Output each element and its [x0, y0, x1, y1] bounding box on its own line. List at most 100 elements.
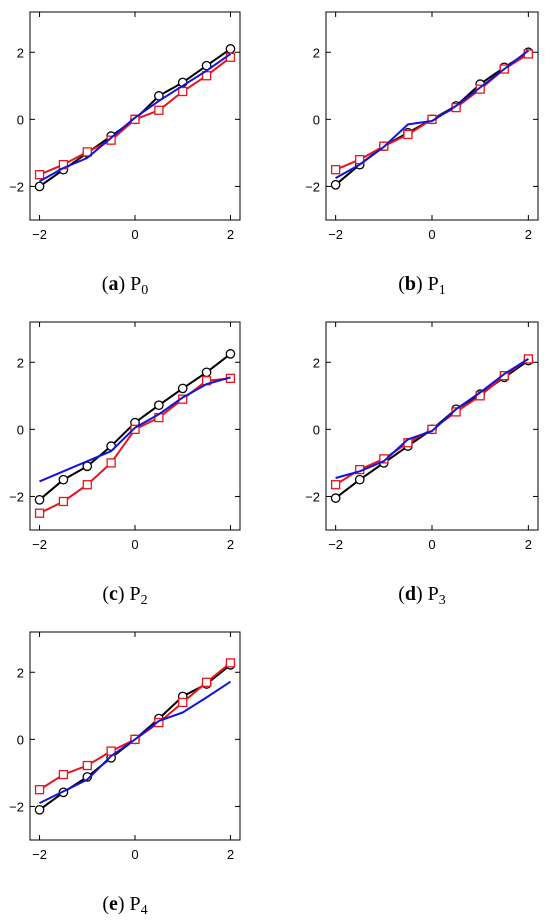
y-tick-label: 0: [313, 422, 320, 437]
data-point-circle: [82, 772, 93, 782]
data-point-square: [475, 84, 485, 94]
caption-close-paren: ): [416, 273, 428, 295]
caption-open-paren: (: [398, 273, 405, 295]
panel-caption: (a) P0: [102, 273, 148, 298]
chart-panel-e: −2 0 2 −2 0 2 (e) P4: [9, 631, 241, 918]
series-line-1: [38, 662, 232, 791]
caption-close-paren: ): [118, 893, 130, 915]
y-tick-label: −2: [305, 489, 320, 504]
data-point-circle: [354, 474, 365, 485]
caption-subscript: 0: [141, 283, 148, 298]
caption-letter: e: [109, 893, 118, 915]
caption-subscript: 2: [141, 593, 148, 608]
data-point-square: [34, 785, 45, 795]
caption-letter: b: [405, 273, 416, 295]
y-tick-label: 2: [313, 45, 320, 60]
series-line-2: [335, 49, 530, 179]
data-point-square: [330, 480, 341, 490]
series-line-2: [39, 53, 232, 183]
x-tick-label: −2: [32, 227, 47, 242]
x-tick-label: 2: [227, 227, 234, 242]
x-tick-label: −2: [328, 537, 343, 552]
series-line-1: [39, 377, 231, 515]
y-tick-label: 2: [17, 355, 24, 370]
x-tick-label: 0: [428, 537, 435, 552]
caption-name: P: [130, 273, 141, 295]
y-tick-label: −2: [9, 489, 24, 504]
y-tick-label: 0: [17, 112, 24, 127]
data-point-square: [106, 458, 116, 468]
x-tick-label: 0: [131, 537, 138, 552]
caption-name: P: [428, 273, 439, 295]
data-point-square: [82, 480, 92, 490]
panel-caption: (c) P2: [102, 583, 147, 608]
data-point-square: [330, 165, 341, 175]
series-line-2: [335, 358, 529, 479]
data-point-square: [225, 658, 236, 668]
caption-open-paren: (: [102, 273, 109, 295]
caption-name: P: [130, 583, 141, 605]
data-point-circle: [34, 494, 45, 505]
data-point-circle: [154, 400, 164, 411]
data-point-square: [154, 717, 164, 728]
x-tick-label: 0: [131, 847, 138, 862]
x-tick-label: −2: [32, 847, 47, 862]
x-tick-label: 0: [428, 227, 435, 242]
data-point-square: [58, 769, 69, 780]
data-point-circle: [330, 179, 341, 190]
caption-subscript: 1: [439, 283, 446, 298]
y-tick-label: 0: [17, 422, 24, 437]
series-line-2: [39, 680, 232, 804]
series-line-2: [39, 376, 231, 483]
data-point-square: [34, 170, 45, 180]
data-point-circle: [34, 181, 45, 192]
caption-open-paren: (: [102, 583, 109, 605]
data-point-square: [499, 371, 509, 381]
caption-open-paren: (: [102, 893, 109, 915]
chart-panel-b: −2 0 2 −2 0 2 (b) P1: [305, 11, 539, 298]
data-point-circle: [177, 383, 188, 394]
caption-open-paren: (: [398, 583, 405, 605]
data-point-square: [82, 760, 92, 771]
data-point-square: [58, 496, 69, 507]
caption-letter: d: [405, 583, 416, 605]
data-point-circle: [201, 367, 212, 378]
data-point-square: [178, 86, 188, 97]
caption-close-paren: ): [416, 583, 428, 605]
data-point-square: [154, 105, 164, 115]
y-tick-label: 0: [17, 732, 24, 747]
caption-close-paren: ): [118, 583, 130, 605]
panel-caption: (b) P1: [398, 273, 446, 298]
data-point-circle: [225, 349, 236, 359]
x-tick-label: 0: [131, 227, 138, 242]
caption-close-paren: ): [118, 273, 130, 295]
data-point-square: [427, 424, 437, 435]
y-tick-label: −2: [9, 179, 24, 194]
y-tick-label: 2: [17, 45, 24, 60]
caption-name: P: [130, 893, 141, 915]
data-point-square: [130, 424, 140, 435]
data-point-circle: [225, 44, 236, 54]
chart-panel-a: −2 0 2 −2 0 2 (a) P0: [9, 11, 241, 298]
y-tick-label: −2: [305, 179, 320, 194]
data-point-circle: [34, 804, 45, 815]
chart-panel-d: −2 0 2 −2 0 2 (d) P3: [305, 321, 539, 608]
y-tick-label: 2: [313, 355, 320, 370]
caption-subscript: 4: [141, 903, 148, 918]
data-point-square: [178, 697, 188, 708]
x-tick-label: 2: [227, 847, 234, 862]
caption-name: P: [428, 583, 439, 605]
data-point-square: [34, 508, 45, 518]
data-point-square: [403, 129, 413, 140]
data-point-square: [82, 147, 92, 157]
caption-letter: c: [109, 583, 118, 605]
x-tick-label: −2: [328, 227, 343, 242]
chart-panel-c: −2 0 2−202(c) P2: [9, 321, 241, 608]
x-tick-label: 2: [525, 227, 532, 242]
y-tick-label: −2: [9, 799, 24, 814]
x-tick-label: 2: [227, 537, 234, 552]
data-point-circle: [58, 474, 69, 485]
data-point-square: [201, 677, 212, 687]
panel-caption: (d) P3: [398, 583, 446, 608]
panel-caption: (e) P4: [102, 893, 147, 918]
